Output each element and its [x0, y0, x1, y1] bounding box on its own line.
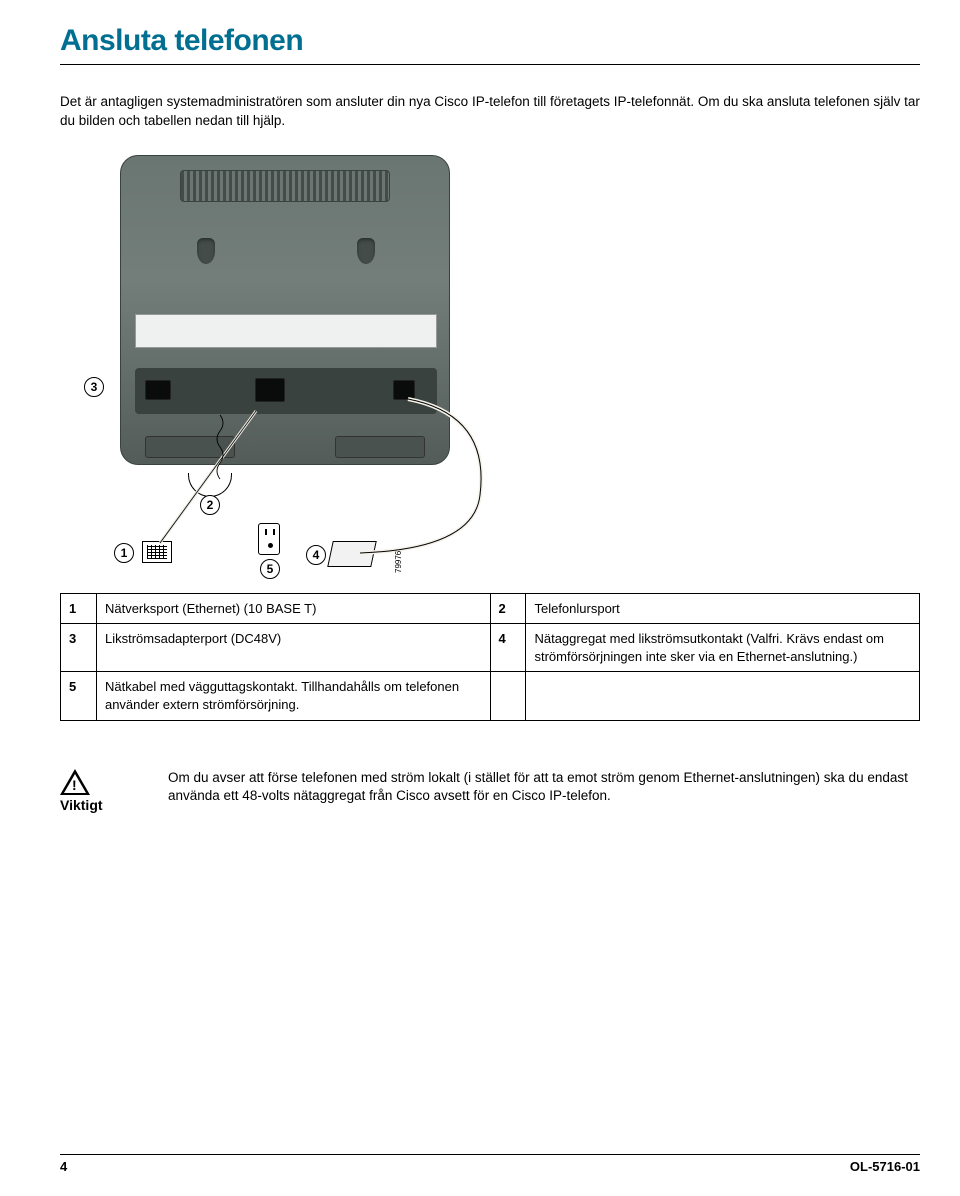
intro-text: Det är antagligen systemadministratören … [60, 93, 920, 131]
legend-num: 3 [61, 624, 97, 672]
label-strip [135, 314, 437, 348]
warning-label: Viktigt [60, 797, 140, 813]
table-row: 3 Likströmsadapterport (DC48V) 4 Nätaggr… [61, 624, 920, 672]
table-row: 5 Nätkabel med vägguttagskontakt. Tillha… [61, 672, 920, 720]
page-number: 4 [60, 1159, 67, 1174]
legend-num [490, 672, 526, 720]
warning-label-wrap: ! Viktigt [60, 769, 140, 813]
page-title: Ansluta telefonen [60, 24, 920, 58]
phone-body [120, 155, 450, 465]
port-ethernet [255, 378, 285, 402]
port-area [135, 368, 437, 414]
callout-3: 3 [84, 377, 104, 397]
network-jack-icon [142, 541, 172, 563]
keyholes [121, 238, 449, 268]
title-rule [60, 64, 920, 65]
port-handset [393, 380, 415, 400]
legend-num: 4 [490, 624, 526, 672]
page-footer: 4 OL-5716-01 [60, 1154, 920, 1174]
legend-desc: Nätaggregat med likströmsutkontakt (Valf… [526, 624, 920, 672]
foot-right [335, 436, 425, 458]
warning-text: Om du avser att förse telefonen med strö… [168, 769, 920, 807]
legend-desc [526, 672, 920, 720]
legend-num: 5 [61, 672, 97, 720]
phone-vent [180, 170, 390, 202]
keyhole-left [197, 238, 215, 264]
callout-2: 2 [200, 495, 220, 515]
phone-diagram: 3 2 1 5 4 79976 [60, 155, 520, 575]
callout-5: 5 [260, 559, 280, 579]
port-dc [145, 380, 171, 400]
legend-desc: Nätkabel med vägguttagskontakt. Tillhand… [96, 672, 490, 720]
legend-desc: Nätverksport (Ethernet) (10 BASE T) [96, 593, 490, 624]
foot-left [145, 436, 235, 458]
figure-id: 79976 [394, 551, 403, 573]
warning-block: ! Viktigt Om du avser att förse telefone… [60, 769, 920, 813]
legend-num: 2 [490, 593, 526, 624]
doc-id: OL-5716-01 [850, 1159, 920, 1174]
legend-num: 1 [61, 593, 97, 624]
legend-desc: Likströmsadapterport (DC48V) [96, 624, 490, 672]
power-adapter-icon [327, 541, 377, 567]
legend-table: 1 Nätverksport (Ethernet) (10 BASE T) 2 … [60, 593, 920, 721]
wall-outlet-icon [258, 523, 280, 555]
table-row: 1 Nätverksport (Ethernet) (10 BASE T) 2 … [61, 593, 920, 624]
callout-1: 1 [114, 543, 134, 563]
callout-4: 4 [306, 545, 326, 565]
legend-desc: Telefonlursport [526, 593, 920, 624]
keyhole-right [357, 238, 375, 264]
warning-triangle-icon: ! [60, 769, 90, 795]
cable-loop [188, 473, 232, 497]
